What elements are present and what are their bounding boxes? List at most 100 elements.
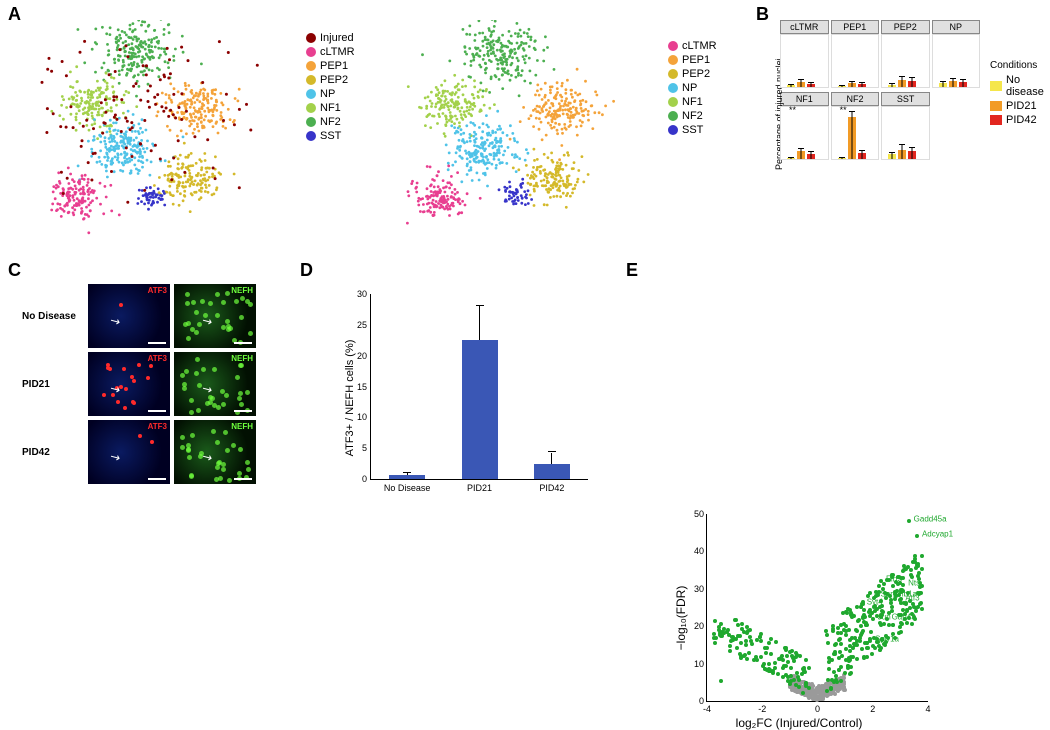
gene-point [879,579,883,583]
legend-label: NF1 [682,96,703,108]
channel-tag: ATF3 [148,286,167,295]
ytick: 30 [357,289,371,299]
panel-label-d: D [300,260,313,281]
bar [534,464,570,479]
facet-body: ** [831,106,880,160]
legend-item: cLTMR [306,46,355,58]
scalebar [148,478,166,480]
bar [888,85,896,87]
facet-body [831,34,880,88]
arrow-icon: ↘ [107,448,123,465]
scalebar [148,410,166,412]
bar [898,150,906,159]
tsne-right [390,20,660,240]
legend-item: PEP2 [306,74,355,86]
legend-a-left: InjuredcLTMRPEP1PEP2NPNF1NF2SST [306,32,355,142]
micrograph-atf3: ATF3↘ [88,420,170,484]
legend-item: NF1 [668,96,717,108]
legend-item: Injured [306,32,355,44]
panel-c: No DiseaseATF3↘NEFH↘PID21ATF3↘NEFH↘PID42… [22,284,256,488]
xtick: PID21 [467,479,492,493]
micrograph-nefh: NEFH ↘ [174,352,256,416]
legend-item: NF1 [306,102,355,114]
panel-a [28,20,298,245]
bar [807,154,815,159]
panel-d: ATF3+ / NEFH cells (%) 051015202530No Di… [334,288,594,508]
bar [888,154,896,159]
bar [939,83,947,87]
panel-label-a: A [8,4,21,25]
legend-label: SST [682,124,703,136]
micrograph-nefh: NEFH↘ [174,420,256,484]
facet-header: cLTMR [780,20,829,34]
row-label: PID42 [22,420,84,484]
swatch-icon [306,89,316,99]
legend-label: PEP2 [320,74,348,86]
channel-tag: ATF3 [148,354,167,363]
ytick: 20 [357,351,371,361]
ytick: 10 [357,412,371,422]
swatch-icon [990,81,1002,91]
xtick: -2 [758,701,766,714]
facet-body: ** [780,106,829,160]
micro-row: PID42ATF3↘NEFH↘ [22,420,256,484]
legend-item: PID42 [990,114,1050,126]
legend-label: PEP1 [682,54,710,66]
swatch-icon [668,125,678,135]
legend-label: No disease [1006,74,1050,98]
facet-header: PEP1 [831,20,880,34]
bar [838,86,846,87]
facet-body [881,34,930,88]
gene-point [868,639,872,643]
micro-row: PID21ATF3↘NEFH↘ [22,352,256,416]
xtick: No Disease [384,479,431,493]
ytick: 25 [357,320,371,330]
bar [908,151,916,159]
bar [462,340,498,479]
arrow-icon: ↘ [199,380,215,397]
panel-label-b: B [756,4,769,25]
scalebar [148,342,166,344]
ytick: 50 [694,509,707,519]
swatch-icon [668,55,678,65]
bar [898,80,906,87]
micrograph-atf3: ATF3↘ [88,284,170,348]
gene-point [860,602,864,606]
legend-item: No disease [990,74,1050,98]
scalebar [234,410,252,412]
legend-label: NP [320,88,335,100]
legend-item: PID21 [990,100,1050,112]
panel-label-c: C [8,260,21,281]
scalebar [234,478,252,480]
row-label: No Disease [22,284,84,348]
gene-point [885,617,889,621]
swatch-icon [668,83,678,93]
facet-body [881,106,930,160]
swatch-icon [306,117,316,127]
swatch-icon [306,61,316,71]
facet-header: NP [932,20,981,34]
panel-e-ylabel: −log₁₀(FDR) [674,586,688,651]
arrow-icon: ↘ [199,312,215,329]
ytick: 30 [694,584,707,594]
legend-label: NF1 [320,102,341,114]
facet-header: SST [881,92,930,106]
channel-tag: NEFH [231,354,253,363]
legend-label: PID42 [1006,114,1037,126]
gene-point [915,534,919,538]
gene-label: Sprr1a [875,635,899,644]
sig-stars: ** [789,105,796,115]
bar [838,158,846,159]
legend-item: NF2 [668,110,717,122]
legend-label: Injured [320,32,354,44]
legend-label: cLTMR [320,46,355,58]
facet-body [932,34,981,88]
swatch-icon [668,111,678,121]
bar [908,81,916,87]
bar [848,117,856,159]
gene-label: Flrt3 [886,575,902,584]
swatch-icon [306,131,316,141]
arrow-icon: ↘ [107,380,123,397]
xtick: 2 [870,701,875,714]
legend-item: PEP1 [306,60,355,72]
